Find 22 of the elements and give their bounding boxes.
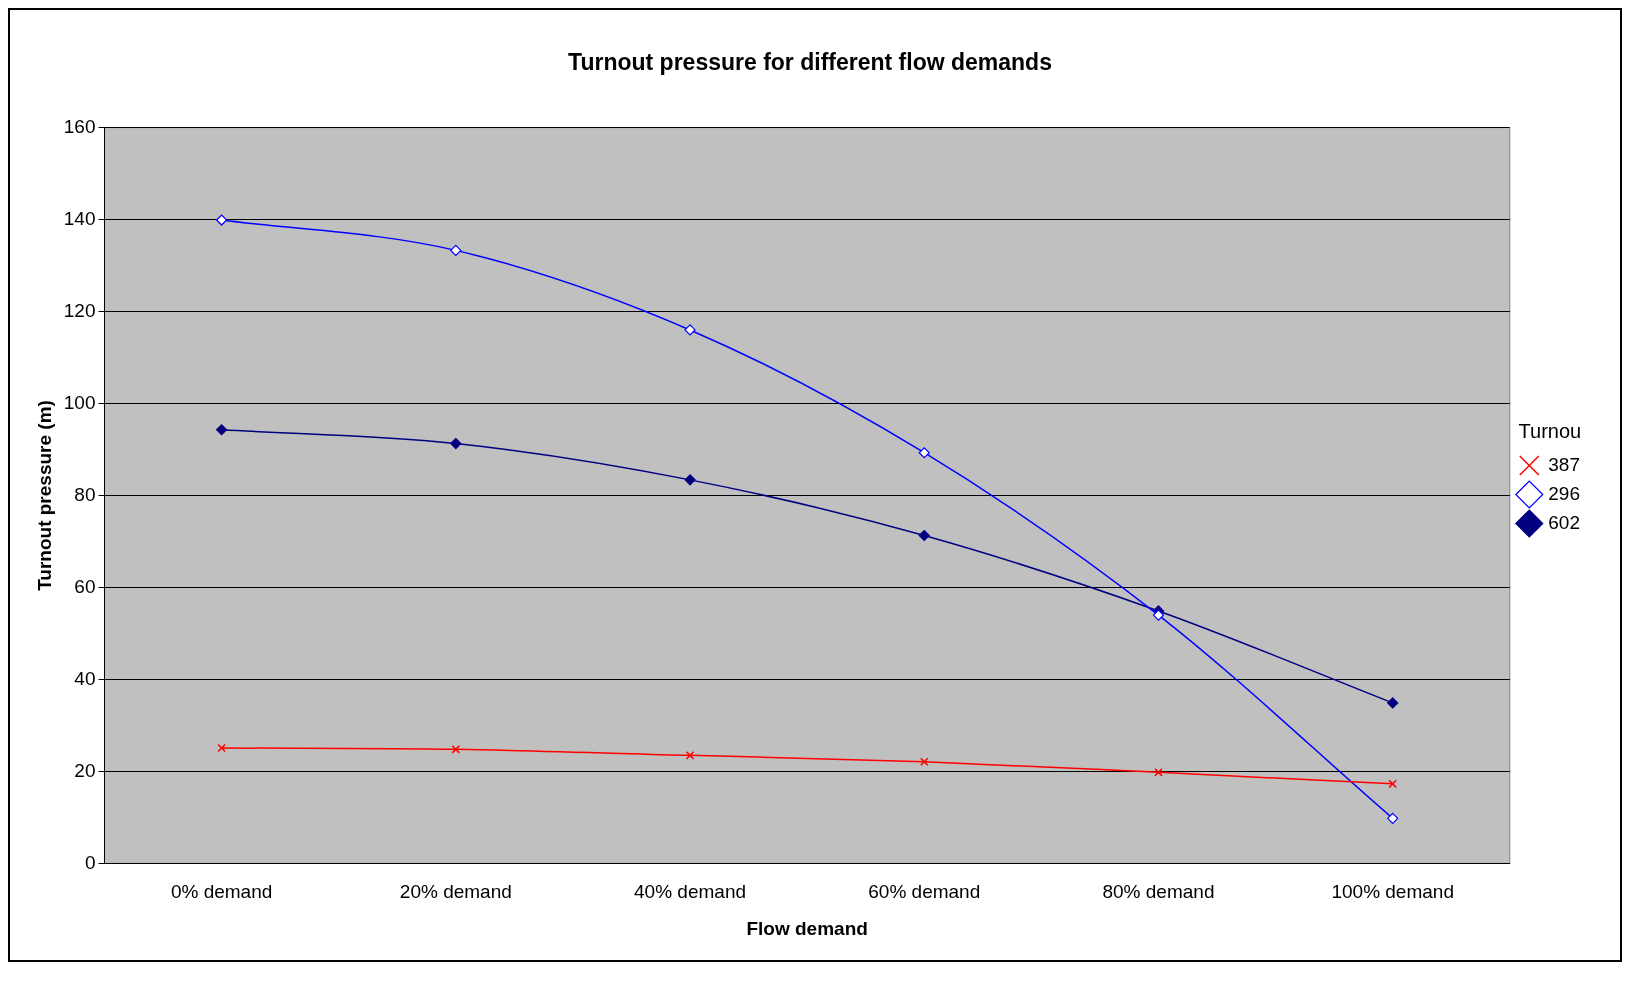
y-tick-label: 120 [63,299,96,321]
y-tick-label: 80 [74,483,96,505]
x-tick-label: 20% demand [399,881,512,903]
y-axis-title: Turnout pressure (m) [33,400,55,591]
x-axis-title: Flow demand [746,917,868,939]
x-tick-label: 100% demand [1331,881,1454,903]
y-tick-label: 100 [63,391,96,413]
y-tick-label: 60 [74,575,96,597]
legend-label: 602 [1548,511,1580,533]
x-tick-label: 40% demand [634,881,747,903]
y-tick-label: 140 [63,207,96,229]
y-tick-label: 40 [74,667,96,689]
x-tick-label: 80% demand [1102,881,1215,903]
y-tick-label: 20 [74,759,96,781]
legend-label: 387 [1548,453,1580,475]
legend-label: 296 [1548,482,1580,504]
x-tick-label: 0% demand [170,881,273,903]
chart-title: Turnout pressure for different flow demands [568,49,1052,76]
legend-title: Turnou [1518,419,1582,442]
y-tick-label: 160 [63,115,96,137]
y-tick-label: 0 [84,851,96,873]
x-tick-label: 60% demand [868,881,981,903]
